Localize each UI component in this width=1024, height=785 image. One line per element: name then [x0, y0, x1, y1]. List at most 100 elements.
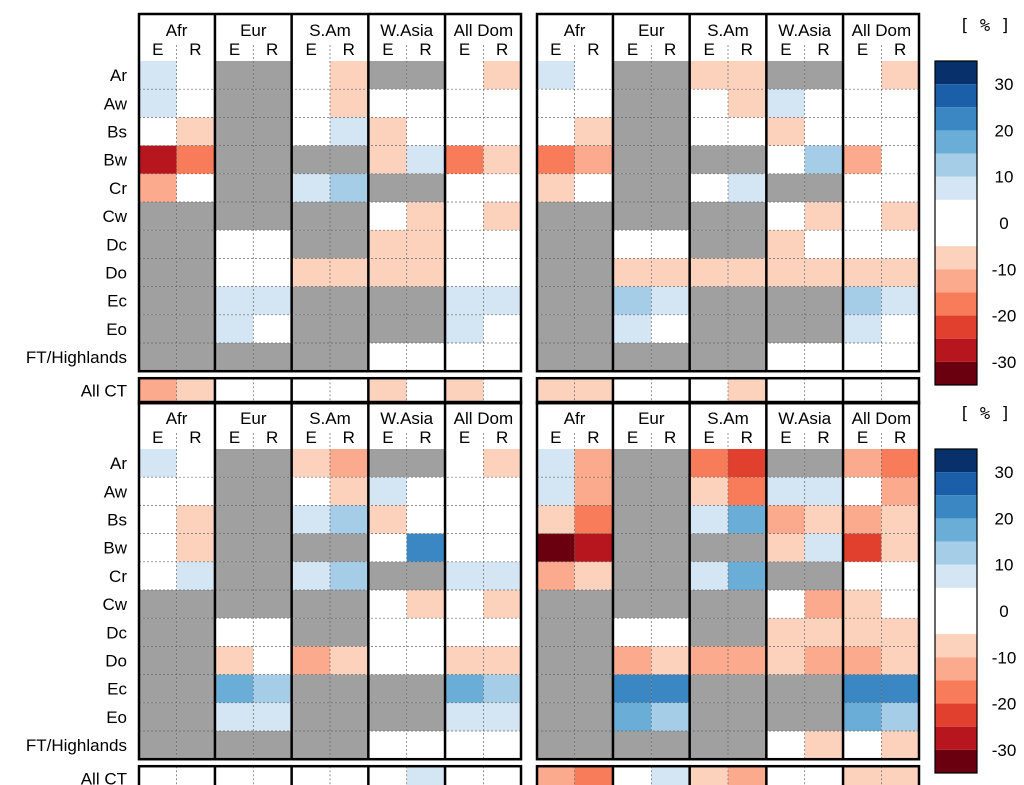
subcolumn-label-r: R — [664, 40, 676, 59]
heatmap-cell — [139, 61, 177, 90]
heatmap-cell — [651, 590, 689, 619]
heatmap-cell — [139, 286, 177, 315]
summary-cell — [537, 766, 575, 785]
heatmap-cell — [139, 145, 177, 174]
heatmap-cell — [651, 505, 689, 534]
heatmap-cell — [767, 505, 805, 534]
colorbar-bin — [935, 449, 977, 473]
heatmap-cell — [767, 646, 805, 675]
heatmap-cell — [881, 145, 919, 174]
heatmap-cell — [215, 258, 254, 287]
heatmap-cell — [651, 343, 689, 372]
summary-cell — [483, 766, 521, 785]
heatmap-cell — [369, 145, 407, 174]
heatmap-cell — [843, 61, 882, 90]
heatmap-cell — [881, 286, 919, 315]
heatmap-cell — [804, 477, 843, 506]
heatmap-cell — [483, 202, 521, 231]
heatmap-cell — [445, 145, 484, 174]
heatmap-cell — [292, 702, 330, 731]
heatmap-cell — [804, 230, 843, 259]
heatmap-cell — [804, 173, 843, 202]
summary-cell — [253, 378, 291, 404]
heatmap-cell — [843, 449, 882, 478]
heatmap-cell — [330, 258, 368, 287]
colorbar-unit-label: [ % ] — [959, 404, 1010, 424]
colorbar-bin — [935, 199, 977, 223]
heatmap-cell — [804, 702, 843, 731]
subcolumn-label-r: R — [587, 40, 599, 59]
heatmap-cell — [292, 286, 330, 315]
heatmap-cell — [292, 258, 330, 287]
heatmap-cell — [574, 449, 613, 478]
heatmap-cell — [613, 314, 652, 343]
heatmap-cell — [176, 590, 215, 619]
colorbar-bin — [935, 246, 977, 270]
heatmap-cell — [406, 533, 445, 562]
region-label-eur: Eur — [240, 21, 267, 40]
subcolumn-label-e: E — [229, 428, 240, 447]
heatmap-cell — [406, 117, 445, 146]
subcolumn-label-r: R — [817, 428, 829, 447]
heatmap-cell — [804, 89, 843, 118]
heatmap-cell — [292, 731, 330, 760]
summary-cell — [369, 766, 407, 785]
heatmap-cell — [369, 590, 407, 619]
heatmap-cell — [767, 173, 805, 202]
heatmap-cell — [574, 646, 613, 675]
heatmap-cell — [804, 145, 843, 174]
subcolumn-label-e: E — [459, 40, 470, 59]
subcolumn-label-r: R — [343, 40, 355, 59]
heatmap-cell — [690, 89, 728, 118]
heatmap-cell — [767, 533, 805, 562]
heatmap-cell — [651, 618, 689, 647]
subcolumn-label-r: R — [419, 40, 431, 59]
summary-cell — [445, 378, 484, 404]
heatmap-cell — [330, 314, 368, 343]
heatmap-cell — [369, 343, 407, 372]
heatmap-cell — [574, 702, 613, 731]
heatmap-cell — [483, 343, 521, 372]
heatmap-cell — [728, 449, 766, 478]
heatmap-cell — [843, 674, 882, 703]
summary-cell — [406, 766, 445, 785]
heatmap-cell — [292, 202, 330, 231]
heatmap-cell — [483, 258, 521, 287]
heatmap-cell — [215, 731, 254, 760]
heatmap-cell — [651, 533, 689, 562]
heatmap-cell — [728, 173, 766, 202]
heatmap-cell — [483, 646, 521, 675]
heatmap-cell — [881, 561, 919, 590]
heatmap-cell — [406, 258, 445, 287]
heatmap-cell — [369, 314, 407, 343]
heatmap-cell — [767, 61, 805, 90]
region-label-eur: Eur — [240, 409, 267, 428]
row-label-cr: Cr — [109, 179, 127, 198]
heatmap-cell — [728, 117, 766, 146]
heatmap-cell — [369, 89, 407, 118]
summary-cell — [767, 766, 805, 785]
subcolumn-label-e: E — [382, 40, 393, 59]
summary-cell — [728, 378, 766, 404]
region-label-w-asia: W.Asia — [380, 21, 433, 40]
colorbar-bin — [935, 611, 977, 635]
heatmap-cell — [804, 533, 843, 562]
heatmap-cell — [881, 618, 919, 647]
heatmap-cell — [445, 477, 484, 506]
summary-cell — [445, 766, 484, 785]
heatmap-cell — [139, 314, 177, 343]
heatmap-cell — [176, 731, 215, 760]
heatmap-cell — [574, 202, 613, 231]
heatmap-cell — [574, 314, 613, 343]
summary-cell — [881, 378, 919, 404]
row-label-do: Do — [105, 652, 127, 671]
heatmap-cell — [330, 117, 368, 146]
heatmap-cell — [690, 202, 728, 231]
colorbar-bin — [935, 680, 977, 704]
heatmap-cell — [176, 533, 215, 562]
heatmap-cell — [139, 258, 177, 287]
colorbar-tick-label: 0 — [999, 602, 1008, 621]
heatmap-cell — [215, 618, 254, 647]
heatmap-cell — [369, 477, 407, 506]
heatmap-cell — [843, 117, 882, 146]
